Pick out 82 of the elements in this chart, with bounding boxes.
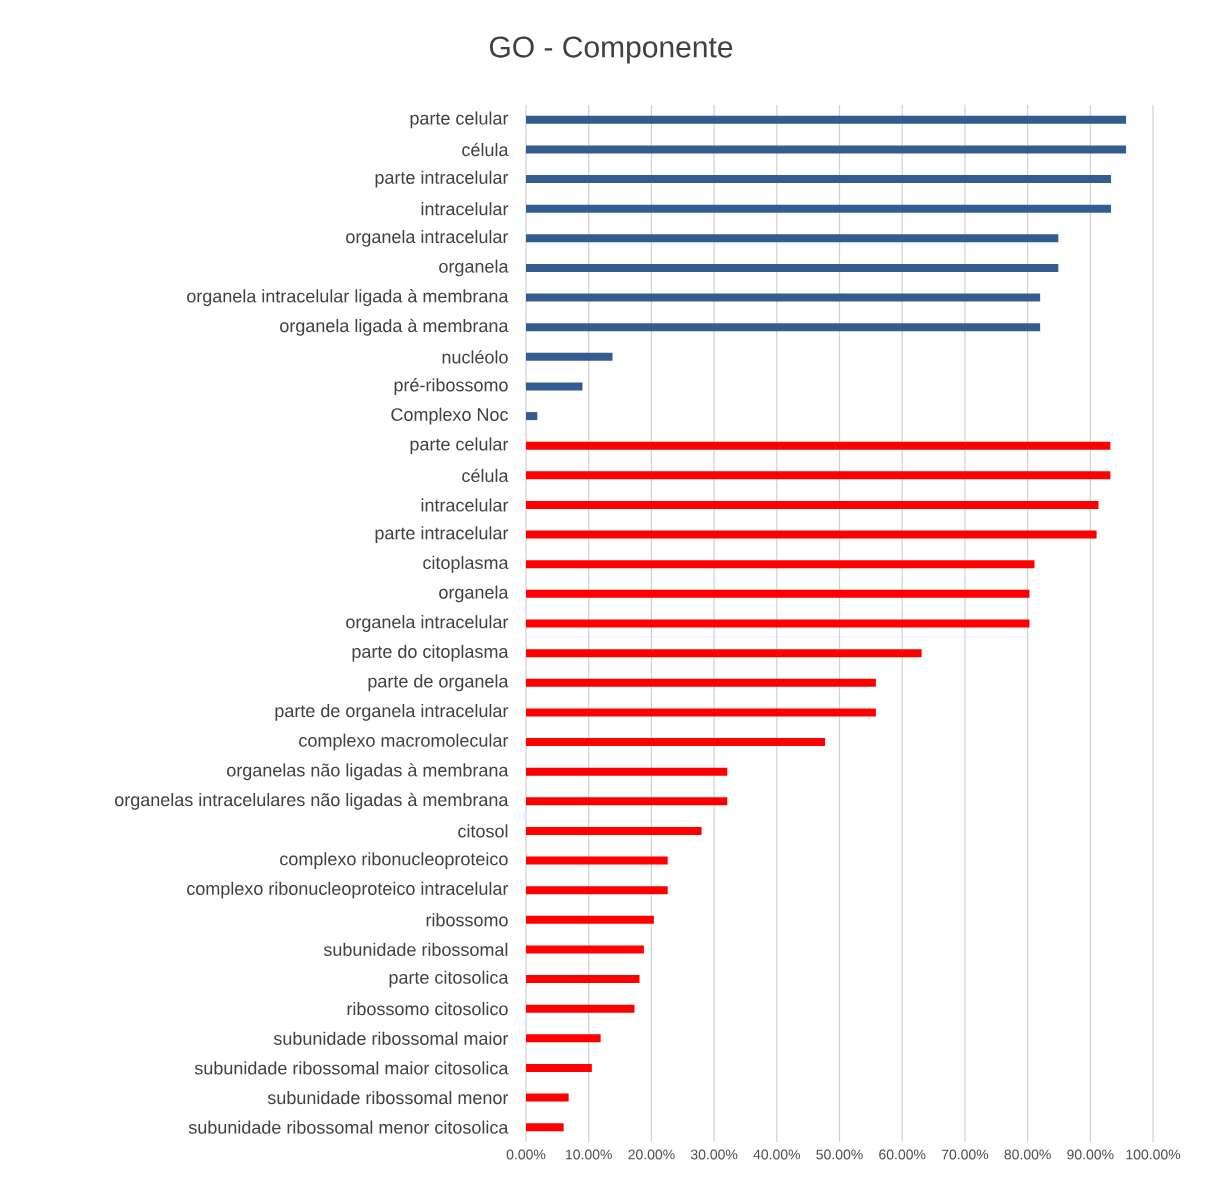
bar xyxy=(526,915,654,924)
bar xyxy=(526,708,876,717)
bar xyxy=(526,589,1030,598)
bar xyxy=(526,263,1059,272)
y-tick-label: parte do citoplasma xyxy=(352,644,509,662)
y-tick-label: parte intracelular xyxy=(375,526,509,543)
bar xyxy=(526,441,1111,450)
y-tick-label: subunidade ribossomal xyxy=(323,942,508,957)
bar xyxy=(526,293,1041,302)
bar xyxy=(526,678,876,687)
x-tick-label: 50.00% xyxy=(816,1149,863,1160)
y-tick-label: subunidade ribossomal maior xyxy=(273,1031,509,1045)
y-tick-label: organelas não ligadas à membrana xyxy=(227,763,509,781)
bar xyxy=(526,1034,601,1043)
y-tick-label: intracelular xyxy=(421,498,509,512)
bar xyxy=(526,649,922,658)
bar xyxy=(526,115,1127,124)
x-tick-label: 60.00% xyxy=(879,1149,926,1160)
y-tick-label: complexo macromolecular xyxy=(299,733,509,751)
x-tick-label: 10.00% xyxy=(566,1149,612,1160)
bar xyxy=(526,1123,564,1132)
bar xyxy=(526,945,644,954)
y-tick-label: organela xyxy=(439,585,509,603)
x-tick-label: 90.00% xyxy=(1067,1149,1114,1160)
bar xyxy=(526,767,728,776)
bar xyxy=(526,175,1111,184)
y-tick-label: subunidade ribossomal maior citosolica xyxy=(194,1061,509,1075)
x-tick-label: 30.00% xyxy=(690,1149,738,1160)
x-tick-label: 70.00% xyxy=(941,1149,989,1160)
bar xyxy=(526,234,1059,243)
y-tick-label: citosol xyxy=(458,824,508,838)
y-tick-label: subunidade ribossomal menor citosolica xyxy=(188,1120,509,1134)
x-tick-label: 20.00% xyxy=(628,1149,675,1160)
y-tick-label: pré-ribossomo xyxy=(394,377,508,395)
y-tick-label: parte intracelular xyxy=(375,170,509,188)
y-tick-label: parte de organela xyxy=(368,674,509,692)
y-tick-label: parte citosolica xyxy=(389,970,509,988)
y-tick-label: organela intracelular xyxy=(346,615,509,632)
y-tick-label: complexo ribonucleoproteico intracelular xyxy=(187,881,509,899)
bar xyxy=(526,856,668,865)
y-tick-label: célula xyxy=(462,142,509,157)
y-tick-label: citoplasma xyxy=(423,555,509,573)
bar xyxy=(526,619,1030,628)
y-tick-label: intracelular xyxy=(421,202,509,216)
y-tick-label: ribossomo citosolico xyxy=(347,1002,508,1016)
bar xyxy=(526,204,1111,213)
bar xyxy=(526,382,583,391)
y-tick-label: ribossomo xyxy=(426,913,508,927)
bar xyxy=(526,1004,635,1013)
bar xyxy=(526,471,1111,480)
bar xyxy=(526,500,1099,509)
y-tick-label: Complexo Noc xyxy=(391,407,508,425)
x-tick-label: 80.00% xyxy=(1004,1149,1051,1160)
y-tick-label: nucléolo xyxy=(442,350,508,364)
bar xyxy=(526,323,1041,332)
bar xyxy=(526,1093,569,1102)
bar xyxy=(526,1063,592,1072)
bar xyxy=(526,797,728,806)
y-tick-label: parte celular xyxy=(410,111,509,129)
bar xyxy=(526,412,538,421)
y-tick-label: organela xyxy=(439,259,509,277)
y-tick-label: célula xyxy=(462,468,509,483)
y-tick-label: subunidade ribossomal menor xyxy=(267,1090,509,1105)
y-tick-label: organelas intracelulares não ligadas à membrana xyxy=(115,792,509,810)
y-tick-label: complexo ribonucleoproteico xyxy=(280,852,508,869)
y-tick-label: organela intracelular ligada à membrana xyxy=(187,289,509,307)
bar xyxy=(526,886,668,895)
y-tick-label: parte celular xyxy=(410,437,509,455)
y-tick-label: organela intracelular xyxy=(346,229,509,247)
bar xyxy=(526,352,613,361)
x-tick-label: 40.00% xyxy=(753,1149,801,1160)
bar xyxy=(526,975,640,984)
x-tick-label: 100.00% xyxy=(1126,1149,1181,1160)
y-tick-label: parte de organela intracelular xyxy=(275,703,509,721)
x-tick-label: 0.00% xyxy=(506,1149,546,1160)
chart-title: GO - Componente xyxy=(489,36,733,64)
bar xyxy=(526,145,1127,154)
bar xyxy=(526,560,1035,569)
bar xyxy=(526,738,826,747)
bar xyxy=(526,826,702,835)
bar xyxy=(526,530,1097,539)
y-tick-label: organela ligada à membrana xyxy=(280,318,509,336)
